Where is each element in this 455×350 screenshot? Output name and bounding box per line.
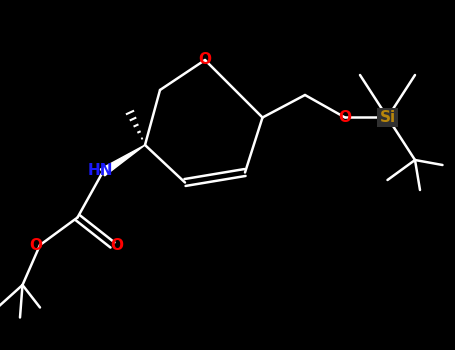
Text: O: O (110, 238, 123, 252)
Text: O: O (339, 110, 352, 125)
Text: Si: Si (379, 110, 395, 125)
Text: HN: HN (87, 162, 113, 177)
Polygon shape (100, 145, 145, 176)
Text: O: O (198, 52, 212, 68)
Text: O: O (30, 238, 42, 252)
